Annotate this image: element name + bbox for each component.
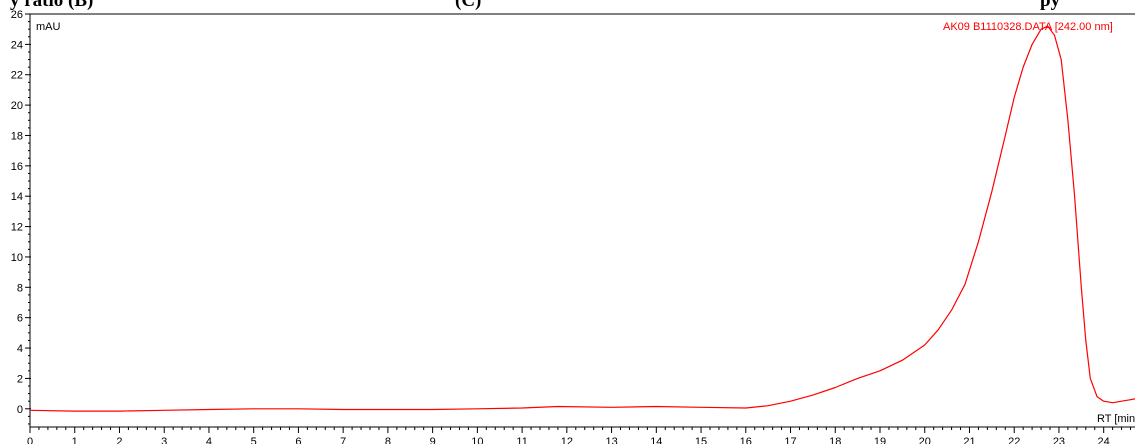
x-tick-label: 23 [1053, 436, 1065, 444]
y-tick-label: 14 [11, 191, 23, 203]
x-tick-label: 9 [430, 436, 436, 444]
figure-caption-fragment: y ratio (B) (C) py [0, 0, 1135, 11]
x-tick-label: 22 [1008, 436, 1020, 444]
y-tick-label: 18 [11, 130, 23, 142]
x-tick-label: 2 [116, 436, 122, 444]
x-tick-label: 16 [740, 436, 752, 444]
x-tick-label: 0 [27, 436, 33, 444]
y-tick-label: 0 [17, 404, 23, 416]
x-tick-label: 17 [784, 436, 796, 444]
y-tick-label: 2 [17, 373, 23, 385]
y-tick-label: 24 [11, 39, 23, 51]
y-tick-label: 22 [11, 70, 23, 82]
x-tick-label: 19 [874, 436, 886, 444]
y-tick-label: 4 [17, 343, 23, 355]
y-tick-label: 10 [11, 252, 23, 264]
y-axis-label: mAU [36, 21, 61, 33]
y-tick-label: 20 [11, 100, 23, 112]
series-layer [29, 25, 1135, 412]
x-axis-label: RT [min] [1097, 413, 1135, 425]
x-tick-label: 1 [72, 436, 78, 444]
x-tick-label: 5 [251, 436, 257, 444]
caption-right: py [1040, 0, 1061, 11]
caption-mid: (C) [455, 0, 482, 11]
x-tick-label: 3 [161, 436, 167, 444]
y-tick-label: 12 [11, 222, 23, 234]
axes [29, 13, 1135, 428]
x-tick-label: 11 [516, 436, 527, 444]
y-tick-label: 16 [11, 161, 23, 173]
x-tick-label: 8 [385, 436, 391, 444]
y-tick-label: 6 [17, 313, 23, 325]
x-tick-label: 15 [695, 436, 707, 444]
x-tick-label: 4 [206, 436, 212, 444]
caption-left: y ratio (B) [10, 0, 94, 11]
y-tick-label: 26 [11, 9, 23, 21]
series-line-0 [29, 25, 1135, 412]
x-tick-label: 10 [471, 436, 483, 444]
x-tick-label: 7 [340, 436, 346, 444]
x-tick-label: 6 [295, 436, 301, 444]
x-tick-label: 14 [650, 436, 662, 444]
x-tick-label: 13 [605, 436, 617, 444]
x-tick-label: 18 [829, 436, 841, 444]
x-tick-label: 20 [919, 436, 931, 444]
x-tick-label: 24 [1098, 436, 1110, 444]
x-tick-label: 21 [963, 436, 975, 444]
series-label: AK09 B1110328.DATA [242.00 nm] [943, 21, 1113, 33]
y-tick-label: 8 [17, 282, 23, 294]
x-tick-label: 12 [561, 436, 573, 444]
